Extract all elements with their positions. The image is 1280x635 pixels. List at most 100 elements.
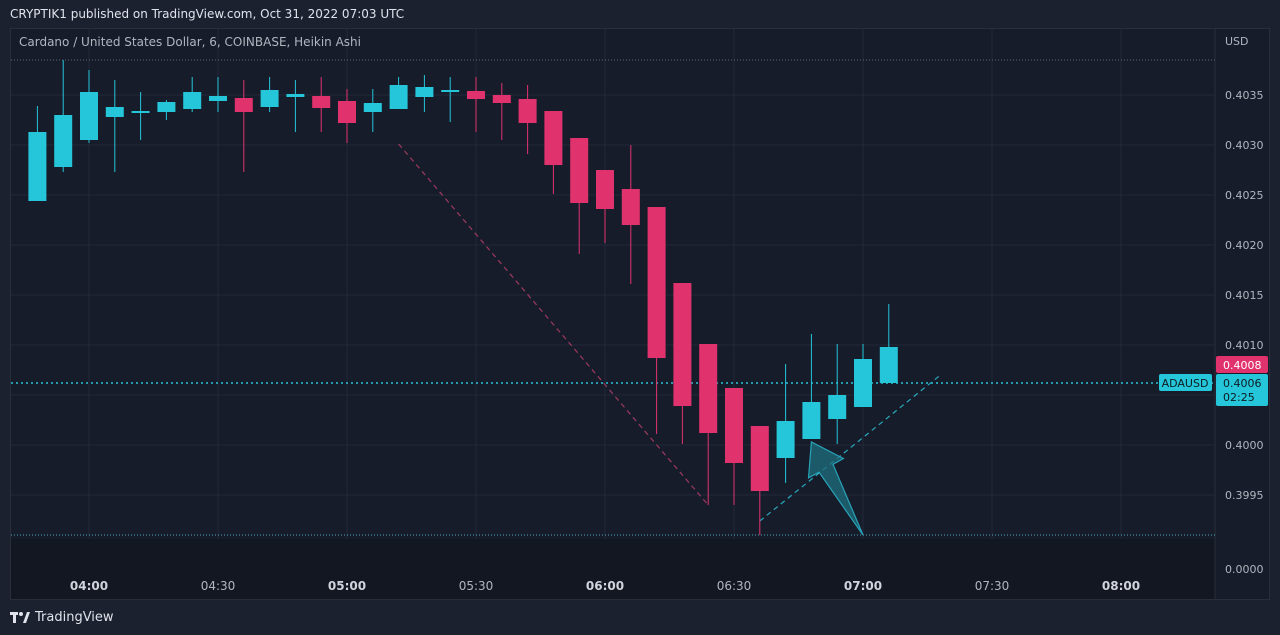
- price-tick-label: 0.3995: [1225, 489, 1264, 502]
- candle-body: [492, 95, 511, 103]
- candle-body: [415, 87, 434, 97]
- candle-body: [621, 189, 640, 225]
- candle: [570, 138, 589, 254]
- candle-body: [879, 347, 898, 383]
- candle: [338, 89, 356, 143]
- candle-body: [725, 388, 743, 463]
- candle-body: [209, 96, 227, 101]
- candle-body: [312, 96, 331, 108]
- arrow-icon: [807, 441, 864, 536]
- candles[interactable]: [28, 60, 898, 535]
- chart-title: Cardano / United States Dollar, 6, COINB…: [19, 35, 361, 49]
- price-tick-label: 0.4025: [1225, 189, 1264, 202]
- candle: [750, 426, 769, 535]
- candle: [80, 70, 98, 143]
- candlestick-chart[interactable]: Cardano / United States Dollar, 6, COINB…: [11, 29, 1269, 599]
- time-tick-label: 05:30: [459, 579, 494, 593]
- dotted-levels: [11, 59, 1215, 536]
- last-price-label: 0.4006: [1223, 377, 1262, 390]
- price-tick-label: 0.4010: [1225, 339, 1264, 352]
- price-tick-label: 0.4015: [1225, 289, 1264, 302]
- candle: [828, 344, 847, 444]
- candle: [415, 75, 434, 112]
- chart-frame[interactable]: Cardano / United States Dollar, 6, COINB…: [10, 28, 1270, 600]
- price-tick-label: 0.4030: [1225, 139, 1264, 152]
- candle: [441, 77, 460, 122]
- time-tick-label: 07:30: [975, 579, 1010, 593]
- candle: [389, 77, 408, 109]
- candle-body: [570, 138, 589, 203]
- candle-body: [854, 359, 872, 407]
- candle: [544, 111, 563, 194]
- candle: [492, 83, 511, 140]
- price-tick-label: 0.4035: [1225, 89, 1264, 102]
- candle-body: [699, 344, 718, 433]
- candle: [596, 170, 614, 243]
- candle: [673, 283, 692, 444]
- candle: [234, 80, 253, 172]
- high-marker-label: 0.4008: [1223, 359, 1262, 372]
- price-axis-labels: 0.4035 0.4030 0.4025 0.4020 0.4015 0.4010 0.40…: [1225, 89, 1264, 576]
- candle-body: [673, 283, 692, 406]
- candle: [802, 334, 821, 439]
- candle-body: [234, 98, 253, 112]
- price-axis-zero-label: 0.0000: [1225, 563, 1264, 576]
- candle-body: [28, 132, 47, 201]
- candle: [183, 77, 202, 112]
- candle-body: [54, 115, 73, 167]
- candle-body: [750, 426, 769, 491]
- candle-body: [647, 207, 666, 358]
- candle: [854, 344, 872, 407]
- candle: [105, 80, 124, 172]
- candle-body: [596, 170, 614, 209]
- candle: [54, 60, 73, 172]
- candle-body: [776, 421, 795, 458]
- candle: [621, 145, 640, 284]
- candle-body: [544, 111, 563, 165]
- tradingview-logo[interactable]: TradingView: [10, 610, 114, 625]
- candle: [647, 207, 666, 434]
- candle: [467, 77, 485, 132]
- time-tick-label: 04:00: [70, 579, 108, 593]
- candle-body: [286, 94, 305, 97]
- last-price-tag: [1216, 374, 1268, 406]
- candle: [209, 77, 227, 112]
- candle: [312, 77, 331, 132]
- candle: [725, 388, 743, 505]
- candle-body: [518, 99, 537, 123]
- time-tick-label: 06:30: [717, 579, 752, 593]
- candle: [518, 85, 537, 154]
- candle-body: [131, 111, 150, 113]
- candle-body: [467, 91, 485, 99]
- time-tick-label: 07:00: [844, 579, 882, 593]
- candle: [157, 100, 176, 120]
- candle: [363, 89, 382, 132]
- candle-body: [802, 402, 821, 439]
- header-bar: CRYPTIK1 published on TradingView.com, O…: [0, 0, 1280, 28]
- candle-body: [441, 90, 460, 92]
- price-tick-label: 0.4000: [1225, 439, 1264, 452]
- time-axis-labels: 04:00 04:30 05:00 05:30 06:00 06:30 07:00 07:30…: [70, 579, 1140, 593]
- countdown-label: 02:25: [1223, 391, 1255, 404]
- high-marker-tag: [1216, 356, 1268, 373]
- candle: [699, 344, 718, 505]
- symbol-tag: [1159, 374, 1212, 391]
- candle-body: [260, 90, 279, 107]
- trend-drawings[interactable]: [398, 143, 941, 536]
- brand-name: TradingView: [35, 610, 114, 625]
- time-tick-label: 05:00: [328, 579, 366, 593]
- time-tick-label: 08:00: [1102, 579, 1140, 593]
- symbol-label: ADAUSD: [1162, 377, 1209, 390]
- candle-body: [183, 92, 202, 109]
- candle: [776, 364, 795, 483]
- currency-label: USD: [1225, 35, 1249, 48]
- candle-body: [828, 395, 847, 419]
- candle-body: [157, 102, 176, 112]
- time-tick-label: 06:00: [586, 579, 624, 593]
- candle: [260, 77, 279, 112]
- candle: [131, 92, 150, 140]
- publish-line: CRYPTIK1 published on TradingView.com, O…: [10, 7, 405, 21]
- candle-body: [363, 103, 382, 112]
- footer-bar: TradingView: [0, 600, 1280, 635]
